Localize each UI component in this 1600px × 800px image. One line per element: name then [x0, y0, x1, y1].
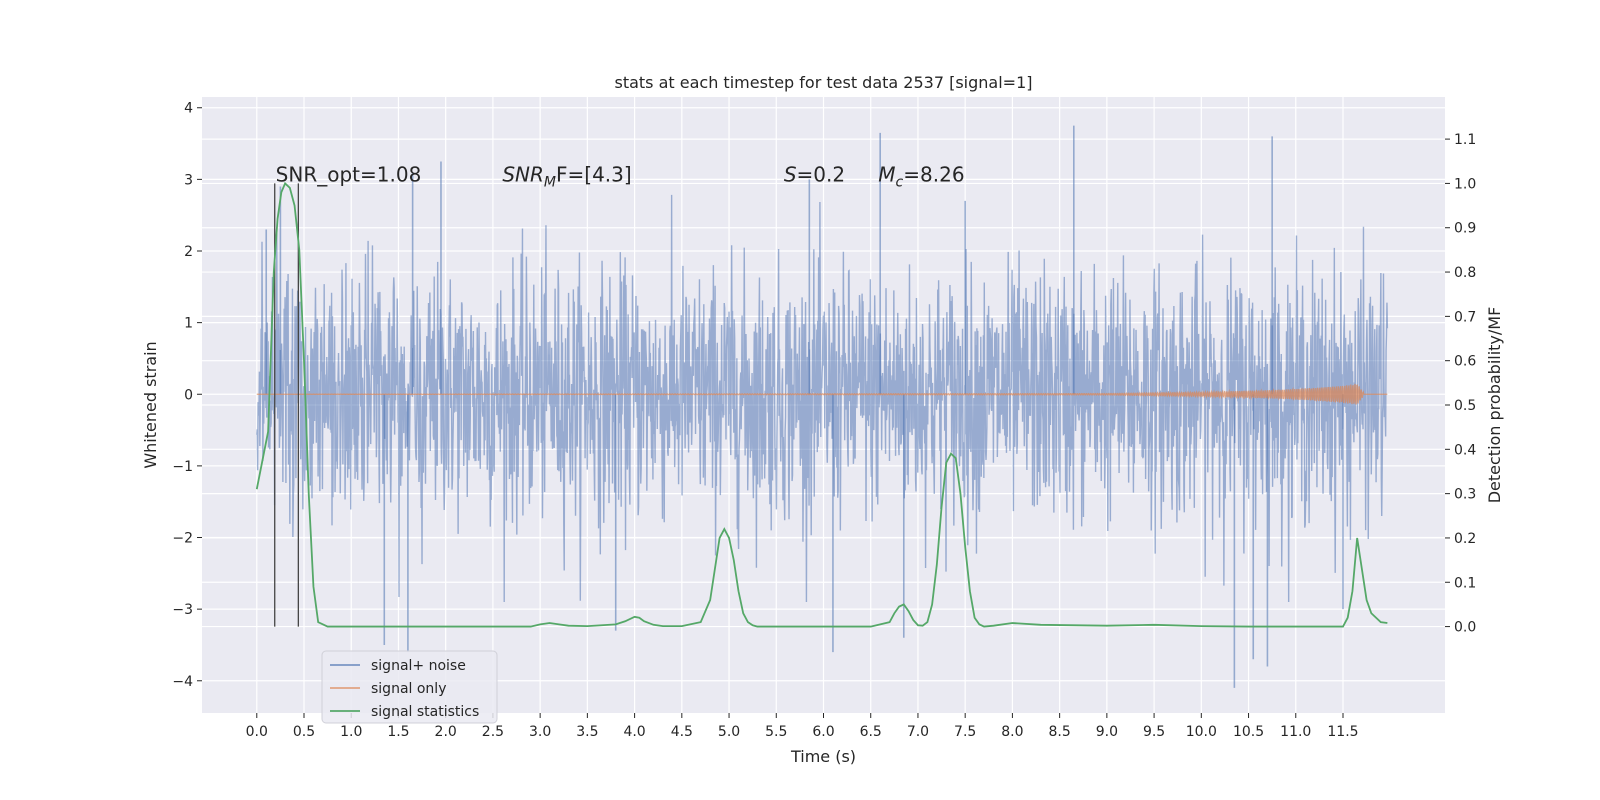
- x-tick-label: 6.0: [812, 724, 834, 740]
- y-right-tick-label: 0.6: [1454, 354, 1476, 370]
- legend: signal+ noise signal only signal statistic…: [321, 650, 498, 724]
- y-right-tick-label: 0.7: [1454, 309, 1476, 325]
- y-tick-label: −4: [172, 674, 193, 690]
- y-axis-label: Whitened strain: [141, 341, 160, 468]
- annotation-main: SNR_opt=1.08: [276, 163, 422, 187]
- x-tick-label: 4.0: [623, 724, 645, 740]
- x-tick-label: 8.5: [1048, 724, 1070, 740]
- y-right-tick-label: 0.4: [1454, 442, 1476, 458]
- x-tick-label: 11.5: [1327, 724, 1358, 740]
- signal-noise-line: [256, 194, 1389, 602]
- x-axis-ticks: 0.0 0.5 1.0 1.5 2.0 2.5 3.0 3.5 4.0 4.5 5.0 5.5 6.0 6…: [246, 713, 1359, 740]
- x-tick-label: 10.0: [1186, 724, 1217, 740]
- series-signal-only: [256, 383, 1388, 405]
- annotation-subscript: M: [544, 175, 556, 191]
- y-right-tick-label: 1.1: [1454, 132, 1476, 148]
- series-signal-noise: [256, 125, 1389, 688]
- y-right-tick-label: 0.8: [1454, 265, 1476, 281]
- legend-box: [321, 650, 498, 724]
- y-right-tick-label: 1.0: [1454, 176, 1476, 192]
- x-axis-label: Time (s): [790, 747, 856, 766]
- annotation-main: M: [878, 163, 895, 187]
- series-signal-statistics: [255, 181, 1388, 628]
- y-right-tick-label: 0.5: [1454, 398, 1476, 414]
- x-tick-label: 1.0: [340, 724, 362, 740]
- annotation-rest: F=[4.3]: [556, 163, 632, 187]
- y-right-tick-label: 0.2: [1454, 531, 1476, 547]
- annotation-main: S: [784, 163, 797, 187]
- annotation-snr-opt: SNR_opt=1.08: [276, 163, 422, 187]
- x-tick-label: 5.0: [718, 724, 740, 740]
- x-tick-label: 9.0: [1096, 724, 1118, 740]
- x-tick-label: 7.5: [954, 724, 976, 740]
- y-axis-ticks: −4 −3 −2 −1 0 1 2 3 4: [172, 101, 202, 690]
- annotation-chirp-mass: Mc=8.26: [878, 163, 964, 191]
- annotation-subscript: c: [896, 175, 904, 191]
- legend-label: signal statistics: [371, 704, 479, 720]
- y-tick-label: 2: [184, 244, 193, 260]
- x-tick-label: 3.0: [529, 724, 551, 740]
- y-tick-label: 1: [184, 316, 193, 332]
- y-right-tick-label: 0.0: [1454, 620, 1476, 636]
- annotation-main: SNR: [502, 163, 544, 187]
- x-tick-label: 11.0: [1280, 724, 1311, 740]
- y-axis-right-ticks: 0.0 0.1 0.2 0.3 0.4 0.5 0.6 0.7 0.8 0.9 1.0 1.1: [1445, 132, 1476, 636]
- x-tick-label: 10.5: [1233, 724, 1264, 740]
- x-tick-label: 2.0: [435, 724, 457, 740]
- x-tick-label: 9.5: [1143, 724, 1165, 740]
- x-tick-label: 4.5: [671, 724, 693, 740]
- y-tick-label: 0: [184, 387, 193, 403]
- y-right-tick-label: 0.3: [1454, 487, 1476, 503]
- signal-statistics-line: [255, 181, 1388, 628]
- annotation-rest: =8.26: [903, 163, 964, 187]
- y-tick-label: −3: [172, 602, 193, 618]
- x-tick-label: 6.5: [860, 724, 882, 740]
- x-tick-label: 2.5: [482, 724, 504, 740]
- y-tick-label: −1: [172, 459, 193, 475]
- x-tick-label: 3.5: [576, 724, 598, 740]
- x-tick-label: 0.5: [293, 724, 315, 740]
- chart-title: stats at each timestep for test data 253…: [614, 73, 1032, 92]
- legend-label: signal+ noise: [371, 658, 466, 674]
- x-tick-label: 5.5: [765, 724, 787, 740]
- x-tick-label: 1.5: [387, 724, 409, 740]
- x-tick-label: 7.0: [907, 724, 929, 740]
- y-tick-label: 3: [184, 172, 193, 188]
- annotations: SNR_opt=1.08 SNRMF=[4.3] S=0.2 Mc=8.26: [276, 163, 965, 191]
- x-tick-label: 0.0: [246, 724, 268, 740]
- y-right-tick-label: 0.1: [1454, 575, 1476, 591]
- y-tick-label: −2: [172, 531, 193, 547]
- annotation-s-value: S=0.2: [784, 163, 845, 187]
- y-tick-label: 4: [184, 101, 193, 117]
- legend-label: signal only: [371, 681, 446, 697]
- y-axis-right-label: Detection probability/MF: [1485, 307, 1504, 504]
- annotation-rest: =0.2: [797, 163, 846, 187]
- annotation-snr-mf: SNRMF=[4.3]: [502, 163, 631, 191]
- x-tick-label: 8.0: [1001, 724, 1023, 740]
- y-right-tick-label: 0.9: [1454, 221, 1476, 237]
- signal-only-line: [256, 383, 1388, 405]
